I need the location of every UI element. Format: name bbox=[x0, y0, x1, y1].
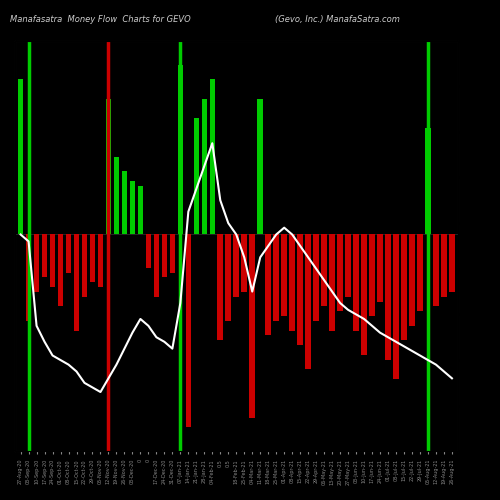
Bar bbox=[449, 234, 454, 292]
Bar bbox=[370, 234, 375, 316]
Bar bbox=[242, 234, 247, 292]
Bar bbox=[122, 171, 127, 234]
Bar bbox=[202, 98, 207, 234]
Bar bbox=[74, 234, 80, 330]
Bar bbox=[218, 234, 223, 340]
Bar bbox=[138, 186, 143, 234]
Bar bbox=[130, 180, 135, 234]
Bar bbox=[385, 234, 391, 360]
Bar bbox=[401, 234, 407, 340]
Bar bbox=[354, 234, 359, 330]
Bar bbox=[346, 234, 351, 296]
Bar bbox=[409, 234, 415, 326]
Bar bbox=[106, 98, 112, 234]
Bar bbox=[314, 234, 319, 321]
Bar bbox=[393, 234, 399, 379]
Bar bbox=[338, 234, 343, 311]
Bar bbox=[98, 234, 103, 287]
Bar bbox=[417, 234, 423, 311]
Bar bbox=[58, 234, 64, 306]
Text: (Gevo, Inc.) ManafaSatra.com: (Gevo, Inc.) ManafaSatra.com bbox=[275, 15, 400, 24]
Bar bbox=[250, 234, 255, 418]
Bar bbox=[146, 234, 151, 268]
Bar bbox=[298, 234, 303, 345]
Bar bbox=[114, 156, 119, 234]
Bar bbox=[82, 234, 87, 296]
Bar bbox=[170, 234, 175, 272]
Bar bbox=[210, 79, 215, 234]
Bar bbox=[90, 234, 96, 282]
Bar bbox=[306, 234, 311, 369]
Bar bbox=[178, 64, 183, 234]
Bar bbox=[50, 234, 56, 287]
Bar bbox=[322, 234, 327, 306]
Bar bbox=[441, 234, 446, 296]
Bar bbox=[234, 234, 239, 296]
Bar bbox=[274, 234, 279, 321]
Bar bbox=[42, 234, 48, 278]
Bar bbox=[226, 234, 231, 321]
Bar bbox=[66, 234, 71, 272]
Bar bbox=[362, 234, 367, 354]
Bar bbox=[258, 98, 263, 234]
Bar bbox=[290, 234, 295, 330]
Bar bbox=[266, 234, 271, 336]
Bar bbox=[282, 234, 287, 316]
Bar bbox=[186, 234, 191, 427]
Bar bbox=[34, 234, 40, 292]
Bar bbox=[154, 234, 159, 296]
Bar bbox=[26, 234, 32, 321]
Bar bbox=[330, 234, 335, 330]
Bar bbox=[194, 118, 199, 234]
Bar bbox=[18, 79, 24, 234]
Bar bbox=[433, 234, 439, 306]
Bar bbox=[377, 234, 383, 302]
Bar bbox=[425, 128, 431, 234]
Text: Manafasatra  Money Flow  Charts for GEVO: Manafasatra Money Flow Charts for GEVO bbox=[10, 15, 191, 24]
Bar bbox=[162, 234, 167, 278]
